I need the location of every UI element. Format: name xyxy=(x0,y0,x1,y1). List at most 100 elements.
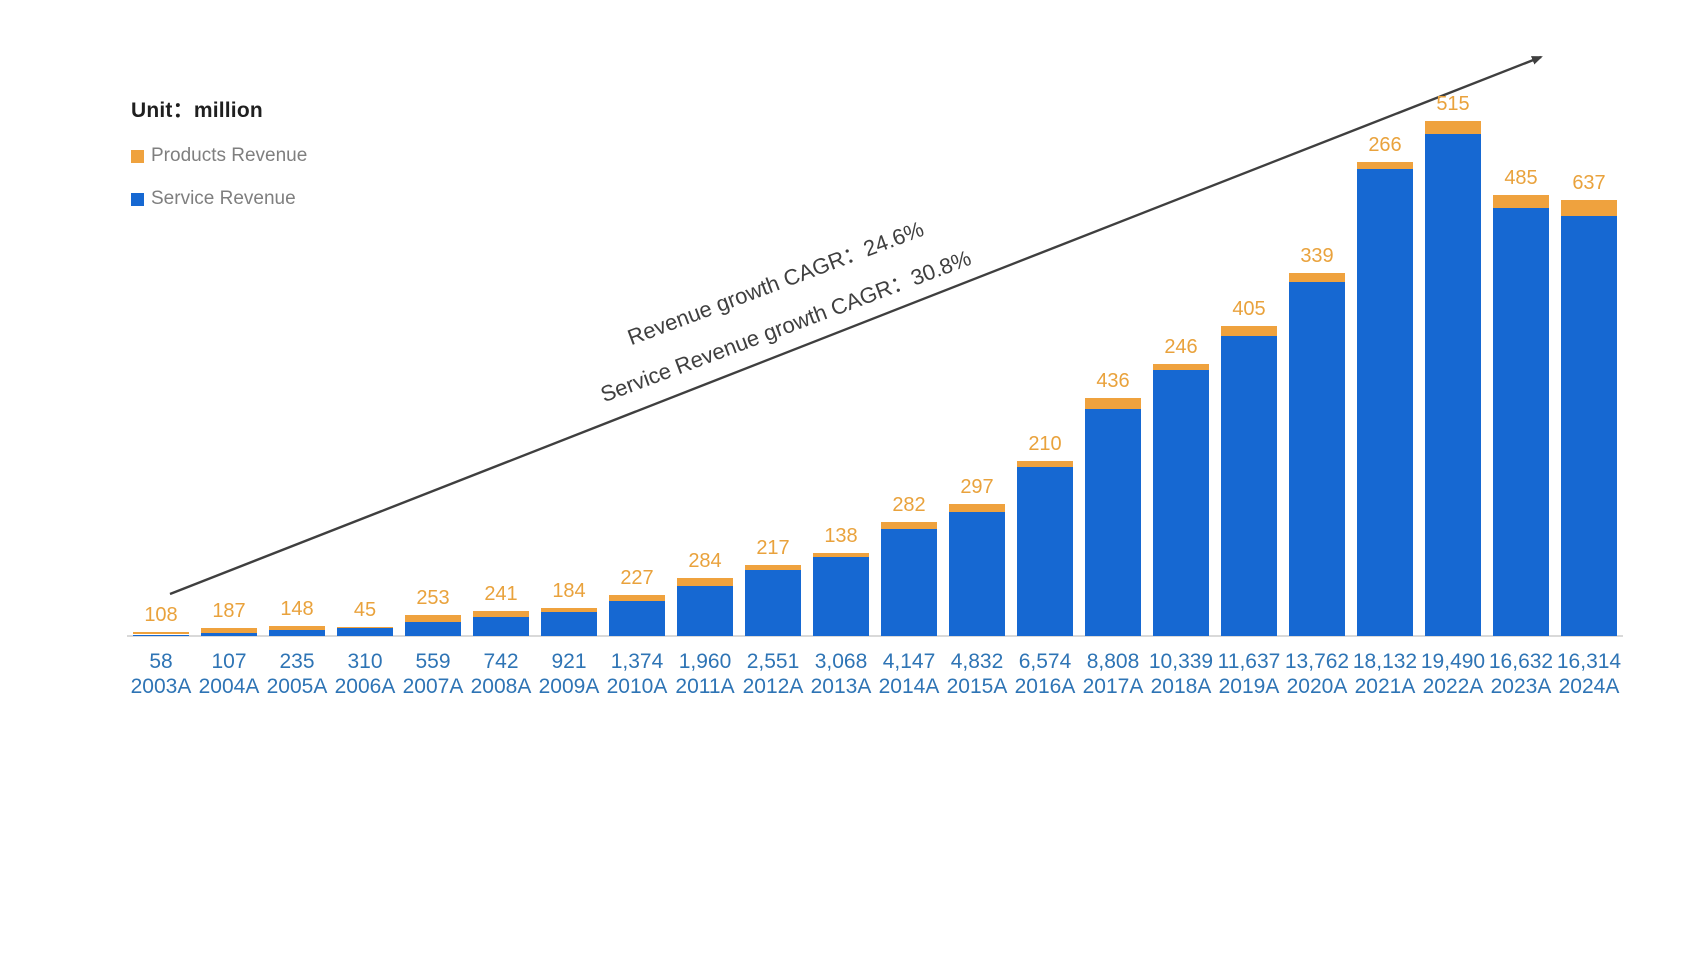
x-axis-label-2024A: 16,314 2024A xyxy=(1551,649,1627,699)
bar-service-2022A xyxy=(1425,134,1481,636)
service-value-label-2012A: 2,551 xyxy=(746,650,800,673)
bar-products-2012A xyxy=(745,564,801,571)
x-axis-label-2020A: 13,762 2020A xyxy=(1279,649,1355,699)
year-label-2004A: 2004A xyxy=(198,675,260,698)
year-label-2023A: 2023A xyxy=(1490,675,1552,698)
products-value-label-2006A: 45 xyxy=(353,598,377,621)
bar-products-2010A xyxy=(609,594,665,601)
products-value-label-2022A: 515 xyxy=(1436,93,1470,115)
bar-service-2015A xyxy=(949,511,1005,636)
products-value-label-2003A: 108 xyxy=(144,603,178,626)
products-value-label-2015A: 297 xyxy=(960,475,994,498)
year-label-2022A: 2022A xyxy=(1422,675,1484,698)
service-value-label-2022A: 19,490 xyxy=(1420,650,1486,673)
bar-service-2004A xyxy=(201,633,257,636)
year-label-2009A: 2009A xyxy=(538,675,600,698)
bar-service-2018A xyxy=(1153,369,1209,636)
x-axis-line xyxy=(127,635,1623,637)
x-axis-label-2014A: 4,147 2014A xyxy=(871,649,947,699)
year-label-2007A: 2007A xyxy=(402,675,464,698)
service-value-label-2005A: 235 xyxy=(279,650,315,673)
service-value-label-2014A: 4,147 xyxy=(882,650,936,673)
bar-service-2016A xyxy=(1017,466,1073,636)
products-value-label-2011A: 284 xyxy=(688,550,722,573)
year-label-2005A: 2005A xyxy=(266,675,328,698)
products-value-label-2023A: 485 xyxy=(1504,167,1538,190)
bar-products-2007A xyxy=(405,615,461,622)
bar-products-2005A xyxy=(269,626,325,630)
bar-service-2023A xyxy=(1493,207,1549,636)
bar-service-2006A xyxy=(337,628,393,636)
bar-service-2021A xyxy=(1357,169,1413,636)
bar-service-2010A xyxy=(609,600,665,636)
bar-service-2014A xyxy=(881,529,937,636)
bar-products-2013A xyxy=(813,553,869,557)
service-value-label-2003A: 58 xyxy=(149,650,173,673)
service-value-label-2007A: 559 xyxy=(415,650,451,673)
year-label-2016A: 2016A xyxy=(1014,675,1076,698)
service-value-label-2011A: 1,960 xyxy=(678,650,732,673)
bar-products-2003A xyxy=(133,631,189,635)
year-label-2015A: 2015A xyxy=(946,675,1008,698)
service-value-label-2019A: 11,637 xyxy=(1217,650,1281,673)
bar-service-2013A xyxy=(813,557,869,636)
service-value-label-2010A: 1,374 xyxy=(610,650,664,673)
service-value-label-2020A: 13,762 xyxy=(1284,650,1350,673)
bar-products-2019A xyxy=(1221,325,1277,337)
year-label-2020A: 2020A xyxy=(1286,675,1348,698)
year-label-2024A: 2024A xyxy=(1558,675,1620,698)
service-value-label-2015A: 4,832 xyxy=(950,650,1004,673)
bar-service-2019A xyxy=(1221,336,1277,636)
x-axis-label-2009A: 921 2009A xyxy=(531,649,607,699)
bar-products-2024A xyxy=(1561,199,1617,216)
products-value-label-2019A: 405 xyxy=(1232,297,1266,320)
x-axis-label-2006A: 310 2006A xyxy=(327,649,403,699)
year-label-2017A: 2017A xyxy=(1082,675,1144,698)
bar-products-2011A xyxy=(677,578,733,586)
products-value-label-2004A: 187 xyxy=(212,600,246,623)
x-axis-label-2019A: 11,637 2019A xyxy=(1211,649,1287,699)
x-axis-label-2021A: 18,132 2021A xyxy=(1347,649,1423,699)
year-label-2008A: 2008A xyxy=(470,675,532,698)
bar-products-2018A xyxy=(1153,363,1209,370)
x-axis-label-2011A: 1,960 2011A xyxy=(667,649,743,699)
products-value-label-2008A: 241 xyxy=(484,582,518,605)
products-value-label-2005A: 148 xyxy=(280,598,314,621)
x-axis-label-2023A: 16,632 2023A xyxy=(1483,649,1559,699)
service-value-label-2018A: 10,339 xyxy=(1148,650,1214,673)
bar-products-2008A xyxy=(473,610,529,617)
year-label-2006A: 2006A xyxy=(334,675,396,698)
bar-products-2016A xyxy=(1017,461,1073,467)
bar-products-2022A xyxy=(1425,121,1481,135)
service-value-label-2008A: 742 xyxy=(483,650,519,673)
products-value-label-2017A: 436 xyxy=(1096,370,1130,393)
service-value-label-2024A: 16,314 xyxy=(1556,650,1622,673)
bar-service-2007A xyxy=(405,621,461,636)
x-axis-label-2005A: 235 2005A xyxy=(259,649,335,699)
bar-service-2012A xyxy=(745,570,801,636)
year-label-2021A: 2021A xyxy=(1354,675,1416,698)
x-axis-label-2018A: 10,339 2018A xyxy=(1143,649,1219,699)
bar-products-2004A xyxy=(201,628,257,634)
year-label-2014A: 2014A xyxy=(878,675,940,698)
year-label-2019A: 2019A xyxy=(1218,675,1280,698)
x-axis-label-2012A: 2,551 2012A xyxy=(735,649,811,699)
bar-products-2009A xyxy=(541,607,597,613)
service-value-label-2017A: 8,808 xyxy=(1086,650,1140,673)
products-value-label-2007A: 253 xyxy=(416,587,450,610)
products-swatch-icon xyxy=(131,149,144,163)
products-value-label-2020A: 339 xyxy=(1300,244,1334,267)
products-value-label-2018A: 246 xyxy=(1164,335,1198,358)
bar-products-2015A xyxy=(949,503,1005,512)
x-axis-label-2016A: 6,574 2016A xyxy=(1007,649,1083,699)
x-axis-label-2015A: 4,832 2015A xyxy=(939,649,1015,699)
bar-products-2021A xyxy=(1357,162,1413,170)
bar-service-2005A xyxy=(269,629,325,636)
products-value-label-2009A: 184 xyxy=(552,579,586,602)
bar-products-2023A xyxy=(1493,195,1549,208)
x-axis-label-2010A: 1,374 2010A xyxy=(599,649,675,699)
service-value-label-2023A: 16,632 xyxy=(1488,650,1554,673)
bar-service-2009A xyxy=(541,612,597,636)
products-value-label-2021A: 266 xyxy=(1368,134,1402,157)
